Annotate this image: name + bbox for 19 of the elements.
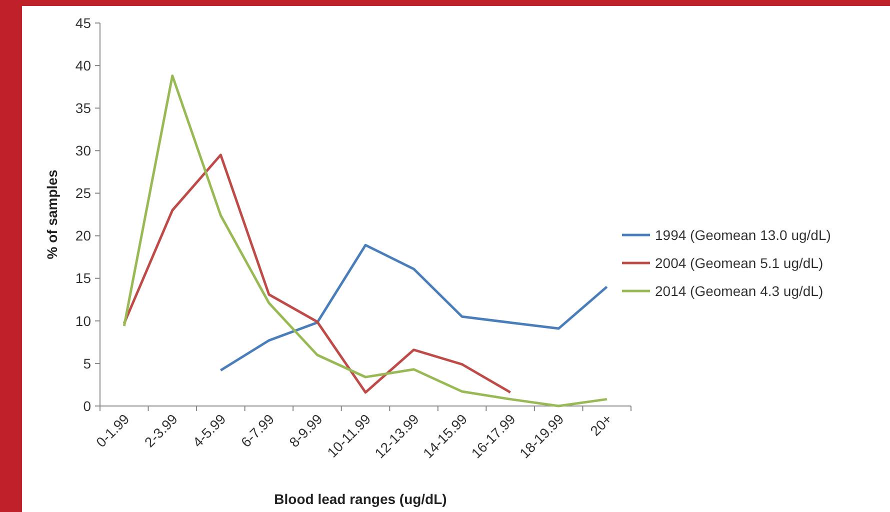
x-axis-title: Blood lead ranges (ug/dL) [274, 491, 447, 507]
line-series [122, 154, 512, 394]
y-tick-label: 40 [75, 57, 92, 74]
legend-label: 2004 (Geomean 5.1 ug/dL) [655, 254, 824, 271]
y-tick-label: 25 [75, 185, 92, 202]
y-tick-label: 15 [75, 270, 92, 286]
y-tick-label: 35 [75, 100, 92, 116]
line-series [122, 74, 608, 408]
y-tick-label: 30 [75, 142, 92, 159]
y-tick-label: 0 [83, 398, 92, 414]
x-tick-label: 20+ [586, 410, 615, 439]
y-tick-label: 20 [75, 228, 92, 244]
y-axis-title: % of samples [44, 170, 60, 260]
line-series [219, 244, 608, 372]
legend-label: 1994 (Geomean 13.0 ug/dL) [655, 226, 831, 243]
legend-label: 2014 (Geomean 4.3 ug/dL) [655, 282, 824, 299]
y-tick-label: 5 [83, 355, 92, 372]
y-tick-label: 45 [75, 14, 92, 31]
y-tick-label: 10 [75, 312, 92, 329]
